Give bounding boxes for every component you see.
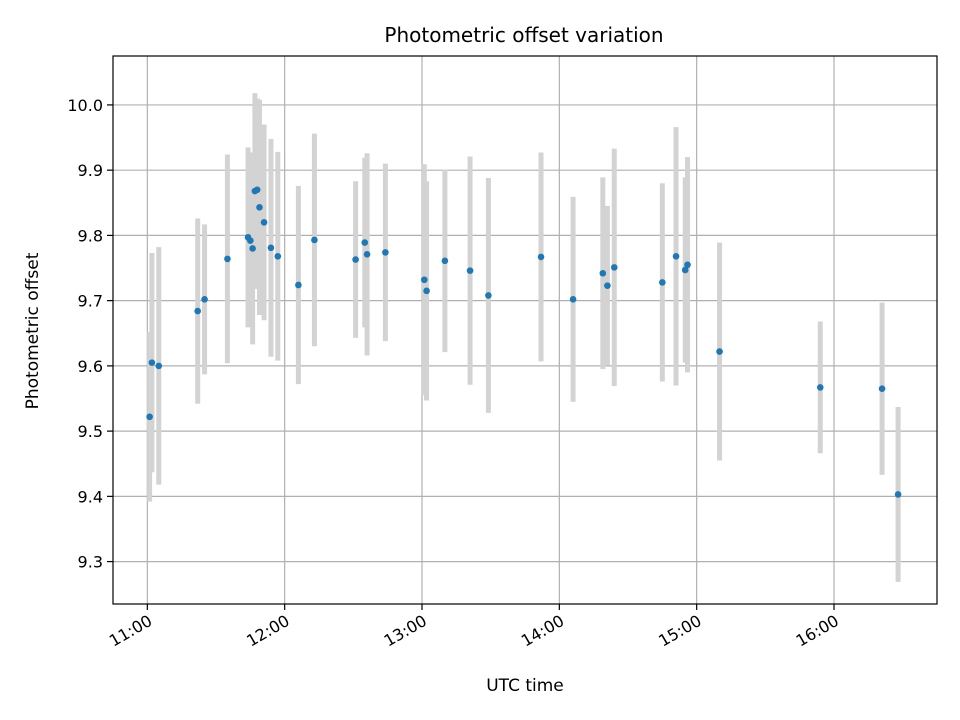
data-point — [146, 413, 153, 421]
data-point — [155, 362, 163, 370]
data-point — [423, 287, 430, 295]
errorbar-layer — [147, 93, 901, 582]
x-tick-label: 15:00 — [655, 611, 704, 651]
y-tick-label: 9.5 — [78, 422, 103, 441]
data-point — [716, 348, 723, 355]
grid-layer — [113, 56, 937, 604]
data-point — [363, 251, 371, 258]
y-axis-ticks: 9.3 9.4 9.5 9.6 9.7 9.8 9.9 10.0 — [67, 96, 113, 572]
y-axis-title: Photometric offset — [23, 252, 43, 409]
data-point — [201, 296, 208, 303]
data-point — [274, 252, 282, 260]
x-axis-title: UTC time — [486, 676, 564, 696]
data-point — [148, 359, 156, 366]
x-tick-label: 11:00 — [106, 611, 155, 651]
marker-layer — [146, 186, 902, 498]
data-point — [352, 256, 359, 263]
plot-frame — [112, 55, 938, 605]
data-point — [599, 269, 607, 277]
y-tick-label: 9.6 — [78, 357, 103, 376]
data-point — [361, 239, 369, 246]
data-point — [256, 204, 263, 211]
data-point — [485, 292, 492, 299]
data-point — [247, 237, 254, 244]
data-point — [249, 245, 256, 252]
data-point — [894, 491, 902, 498]
y-tick-label: 9.4 — [78, 487, 103, 506]
data-point — [681, 266, 689, 274]
data-point — [382, 249, 389, 256]
y-tick-label: 9.9 — [78, 161, 103, 180]
data-point — [420, 276, 428, 284]
y-tick-label: 9.7 — [78, 292, 103, 311]
y-tick-label: 10.0 — [67, 96, 103, 115]
data-point — [878, 385, 886, 393]
data-point — [684, 261, 691, 269]
data-point — [610, 264, 618, 271]
x-tick-label: 13:00 — [381, 611, 430, 651]
x-tick-label: 14:00 — [518, 611, 567, 651]
data-point — [295, 281, 302, 289]
data-point — [537, 253, 545, 261]
data-point — [260, 219, 268, 226]
data-point — [672, 252, 680, 260]
y-tick-label: 9.3 — [78, 553, 103, 572]
data-point — [816, 384, 824, 391]
x-axis-ticks: 11:00 12:00 13:00 14:00 15:00 16:00 — [106, 604, 842, 651]
x-tick-label: 16:00 — [793, 611, 842, 651]
data-point — [604, 282, 611, 289]
data-point — [253, 186, 261, 194]
data-point — [224, 255, 231, 263]
data-point — [659, 279, 666, 286]
data-point — [194, 307, 201, 315]
data-point — [311, 236, 318, 244]
x-tick-label: 12:00 — [243, 611, 292, 651]
chart-title: Photometric offset variation — [384, 23, 663, 47]
data-point — [466, 267, 474, 274]
data-point — [267, 244, 275, 252]
data-point — [441, 257, 449, 265]
data-point — [569, 296, 577, 303]
y-tick-label: 9.8 — [78, 226, 103, 245]
